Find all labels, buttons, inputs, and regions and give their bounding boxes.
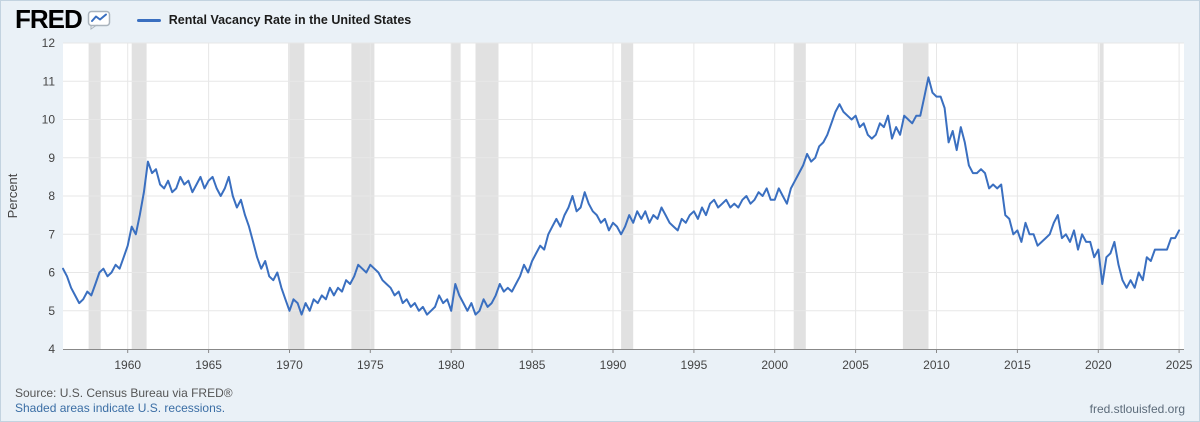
x-tick-label: 2010 bbox=[923, 358, 950, 372]
chart-svg: 1960 1965 1970 1975 1980 1985 1990 1995 2000 2005… bbox=[5, 36, 1193, 372]
x-tick-label: 1975 bbox=[357, 358, 384, 372]
x-tick-label: 1995 bbox=[681, 358, 708, 372]
x-tick-label: 2000 bbox=[761, 358, 788, 372]
y-tick-label: 7 bbox=[48, 227, 55, 241]
y-tick-label: 8 bbox=[48, 189, 55, 203]
header: FRED Rental Vacancy Rate in the United S… bbox=[1, 1, 1199, 37]
fred-site-link[interactable]: fred.stlouisfed.org bbox=[1089, 402, 1185, 416]
y-tick-label: 6 bbox=[48, 266, 55, 280]
y-axis-title: Percent bbox=[5, 173, 20, 218]
source-note: Source: U.S. Census Bureau via FRED® bbox=[15, 386, 233, 400]
x-tick-label: 1965 bbox=[195, 358, 222, 372]
x-tick-label: 2020 bbox=[1085, 358, 1112, 372]
x-tick-label: 1990 bbox=[600, 358, 627, 372]
fred-logo-text: FRED bbox=[15, 4, 83, 34]
x-tick-label: 1985 bbox=[519, 358, 546, 372]
y-tick-label: 10 bbox=[42, 113, 56, 127]
x-tick-label: 2005 bbox=[842, 358, 869, 372]
y-tick-label: 11 bbox=[43, 74, 56, 88]
y-tick-label: 5 bbox=[48, 304, 55, 318]
series-line bbox=[62, 76, 1181, 316]
y-tick-label: 12 bbox=[42, 37, 56, 50]
fred-logo[interactable]: FRED bbox=[15, 6, 111, 32]
y-tick-label: 9 bbox=[48, 151, 55, 165]
fred-logo-sparkline-icon bbox=[87, 10, 111, 30]
legend-series-label: Rental Vacancy Rate in the United States bbox=[168, 13, 412, 27]
x-tick-label: 1980 bbox=[438, 358, 465, 372]
legend-line-swatch bbox=[136, 18, 161, 22]
y-tick-label: 4 bbox=[48, 342, 55, 356]
recession-note-link[interactable]: Shaded areas indicate U.S. recessions. bbox=[15, 401, 226, 415]
x-tick-label: 1960 bbox=[114, 358, 141, 372]
x-tick-label: 2015 bbox=[1004, 358, 1031, 372]
x-tick-label: 2025 bbox=[1166, 358, 1193, 372]
footer-notes: Source: U.S. Census Bureau via FRED® Sha… bbox=[15, 386, 233, 416]
footer-site: fred.stlouisfed.org bbox=[1090, 402, 1185, 416]
chart-legend: Rental Vacancy Rate in the United States bbox=[136, 13, 412, 27]
x-tick-label: 1970 bbox=[276, 358, 303, 372]
chart-area[interactable]: 1960 1965 1970 1975 1980 1985 1990 1995 2000 2005… bbox=[1, 36, 1199, 377]
